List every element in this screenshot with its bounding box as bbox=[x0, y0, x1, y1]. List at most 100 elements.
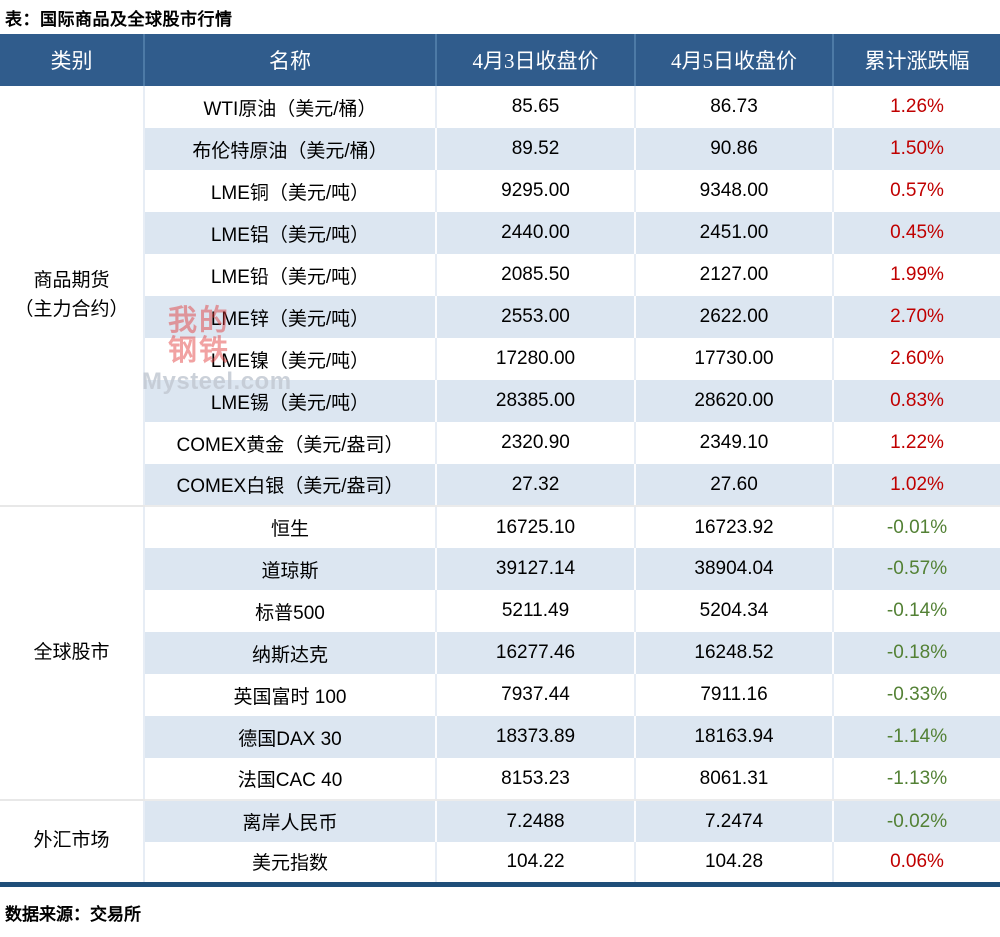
change-cell: 0.06% bbox=[833, 842, 1000, 884]
table-body: 商品期货 （主力合约） WTI原油（美元/桶） 85.65 86.73 1.26% 布伦特原… bbox=[0, 86, 1000, 885]
name-cell: 恒生 bbox=[144, 506, 437, 548]
change-cell: -0.18% bbox=[833, 632, 1000, 674]
apr5-price-cell: 38904.04 bbox=[635, 548, 834, 590]
table-row: 道琼斯 39127.14 38904.04 -0.57% bbox=[0, 548, 1000, 590]
change-cell: -0.33% bbox=[833, 674, 1000, 716]
category-cell: 外汇市场 bbox=[0, 800, 145, 885]
table-row: 布伦特原油（美元/桶） 89.52 90.86 1.50% bbox=[0, 128, 1000, 170]
apr3-price-cell: 8153.23 bbox=[436, 758, 636, 801]
table-row: 德国DAX 30 18373.89 18163.94 -1.14% bbox=[0, 716, 1000, 758]
change-cell: 0.45% bbox=[833, 212, 1000, 254]
name-cell: WTI原油（美元/桶） bbox=[144, 86, 437, 128]
category-label-line: 商品期货 bbox=[33, 270, 110, 291]
name-cell: COMEX白银（美元/盎司） bbox=[144, 464, 437, 507]
apr5-price-cell: 28620.00 bbox=[635, 380, 834, 422]
apr3-price-cell: 89.52 bbox=[436, 128, 636, 170]
apr3-price-cell: 85.65 bbox=[436, 86, 636, 128]
change-cell: 1.26% bbox=[833, 86, 1000, 128]
table-row: LME铜（美元/吨） 9295.00 9348.00 0.57% bbox=[0, 170, 1000, 212]
table-row: 商品期货 （主力合约） WTI原油（美元/桶） 85.65 86.73 1.26% bbox=[0, 86, 1000, 507]
apr5-price-cell: 104.28 bbox=[635, 842, 834, 884]
change-cell: 1.99% bbox=[833, 254, 1000, 296]
header-row: 类别 名称 4月3日收盘价 4月5日收盘价 累计涨跌幅 bbox=[0, 34, 1000, 86]
apr5-price-cell: 2349.10 bbox=[635, 422, 834, 464]
column-header-apr5-close: 4月5日收盘价 bbox=[635, 34, 834, 86]
apr3-price-cell: 104.22 bbox=[436, 842, 636, 884]
apr5-price-cell: 2451.00 bbox=[635, 212, 834, 254]
table-row: 美元指数 104.22 104.28 0.06% bbox=[0, 842, 1000, 884]
apr3-price-cell: 16725.10 bbox=[436, 506, 636, 548]
name-cell: 道琼斯 bbox=[144, 548, 437, 590]
table-row: 外汇市场 离岸人民币 7.2488 7.2474 -0.02% bbox=[0, 800, 1000, 885]
apr3-price-cell: 2320.90 bbox=[436, 422, 636, 464]
change-cell: 2.70% bbox=[833, 296, 1000, 338]
name-cell: 标普500 bbox=[144, 590, 437, 632]
change-cell: 0.57% bbox=[833, 170, 1000, 212]
table-row: LME锡（美元/吨） 28385.00 28620.00 0.83% bbox=[0, 380, 1000, 422]
change-cell: -0.01% bbox=[833, 506, 1000, 548]
name-cell: COMEX黄金（美元/盎司） bbox=[144, 422, 437, 464]
apr3-price-cell: 2553.00 bbox=[436, 296, 636, 338]
table-row: 标普500 5211.49 5204.34 -0.14% bbox=[0, 590, 1000, 632]
apr3-price-cell: 16277.46 bbox=[436, 632, 636, 674]
name-cell: 布伦特原油（美元/桶） bbox=[144, 128, 437, 170]
apr3-price-cell: 18373.89 bbox=[436, 716, 636, 758]
apr5-price-cell: 16723.92 bbox=[635, 506, 834, 548]
apr5-price-cell: 5204.34 bbox=[635, 590, 834, 632]
apr3-price-cell: 9295.00 bbox=[436, 170, 636, 212]
apr3-price-cell: 39127.14 bbox=[436, 548, 636, 590]
apr3-price-cell: 17280.00 bbox=[436, 338, 636, 380]
apr5-price-cell: 7911.16 bbox=[635, 674, 834, 716]
column-header-cumulative-change: 累计涨跌幅 bbox=[833, 34, 1000, 86]
page-title: 表：国际商品及全球股市行情 bbox=[5, 10, 233, 29]
apr3-price-cell: 2440.00 bbox=[436, 212, 636, 254]
name-cell: 英国富时 100 bbox=[144, 674, 437, 716]
table-row: COMEX白银（美元/盎司） 27.32 27.60 1.02% bbox=[0, 464, 1000, 507]
column-header-category: 类别 bbox=[0, 34, 145, 86]
category-cell: 全球股市 bbox=[0, 506, 145, 801]
name-cell: LME锌（美元/吨） bbox=[144, 296, 437, 338]
apr5-price-cell: 7.2474 bbox=[635, 800, 834, 842]
apr5-price-cell: 17730.00 bbox=[635, 338, 834, 380]
change-cell: 1.50% bbox=[833, 128, 1000, 170]
table-row: LME锌（美元/吨） 2553.00 2622.00 2.70% bbox=[0, 296, 1000, 338]
apr3-price-cell: 28385.00 bbox=[436, 380, 636, 422]
apr3-price-cell: 7.2488 bbox=[436, 800, 636, 842]
apr5-price-cell: 16248.52 bbox=[635, 632, 834, 674]
apr5-price-cell: 27.60 bbox=[635, 464, 834, 507]
table-row: 全球股市 恒生 16725.10 16723.92 -0.01% bbox=[0, 506, 1000, 801]
change-cell: -0.14% bbox=[833, 590, 1000, 632]
name-cell: LME镍（美元/吨） bbox=[144, 338, 437, 380]
name-cell: 离岸人民币 bbox=[144, 800, 437, 842]
change-cell: 1.22% bbox=[833, 422, 1000, 464]
table-row: LME铝（美元/吨） 2440.00 2451.00 0.45% bbox=[0, 212, 1000, 254]
change-cell: 0.83% bbox=[833, 380, 1000, 422]
change-cell: -1.13% bbox=[833, 758, 1000, 801]
name-cell: 法国CAC 40 bbox=[144, 758, 437, 801]
table-row: LME镍（美元/吨） 17280.00 17730.00 2.60% bbox=[0, 338, 1000, 380]
name-cell: LME铜（美元/吨） bbox=[144, 170, 437, 212]
change-cell: -0.57% bbox=[833, 548, 1000, 590]
change-cell: -0.02% bbox=[833, 800, 1000, 842]
apr5-price-cell: 9348.00 bbox=[635, 170, 834, 212]
apr3-price-cell: 7937.44 bbox=[436, 674, 636, 716]
apr5-price-cell: 18163.94 bbox=[635, 716, 834, 758]
table-row: 法国CAC 40 8153.23 8061.31 -1.13% bbox=[0, 758, 1000, 801]
table-row: LME铅（美元/吨） 2085.50 2127.00 1.99% bbox=[0, 254, 1000, 296]
apr3-price-cell: 2085.50 bbox=[436, 254, 636, 296]
name-cell: 纳斯达克 bbox=[144, 632, 437, 674]
name-cell: LME锡（美元/吨） bbox=[144, 380, 437, 422]
apr5-price-cell: 86.73 bbox=[635, 86, 834, 128]
name-cell: LME铝（美元/吨） bbox=[144, 212, 437, 254]
table-row: COMEX黄金（美元/盎司） 2320.90 2349.10 1.22% bbox=[0, 422, 1000, 464]
apr5-price-cell: 2127.00 bbox=[635, 254, 834, 296]
apr3-price-cell: 5211.49 bbox=[436, 590, 636, 632]
table-container: 类别 名称 4月3日收盘价 4月5日收盘价 累计涨跌幅 商品期货 （主力合约） WT… bbox=[0, 34, 1000, 887]
apr5-price-cell: 2622.00 bbox=[635, 296, 834, 338]
name-cell: 德国DAX 30 bbox=[144, 716, 437, 758]
change-cell: 2.60% bbox=[833, 338, 1000, 380]
category-label-line: （主力合约） bbox=[14, 298, 129, 320]
column-header-apr3-close: 4月3日收盘价 bbox=[436, 34, 636, 86]
name-cell: LME铅（美元/吨） bbox=[144, 254, 437, 296]
